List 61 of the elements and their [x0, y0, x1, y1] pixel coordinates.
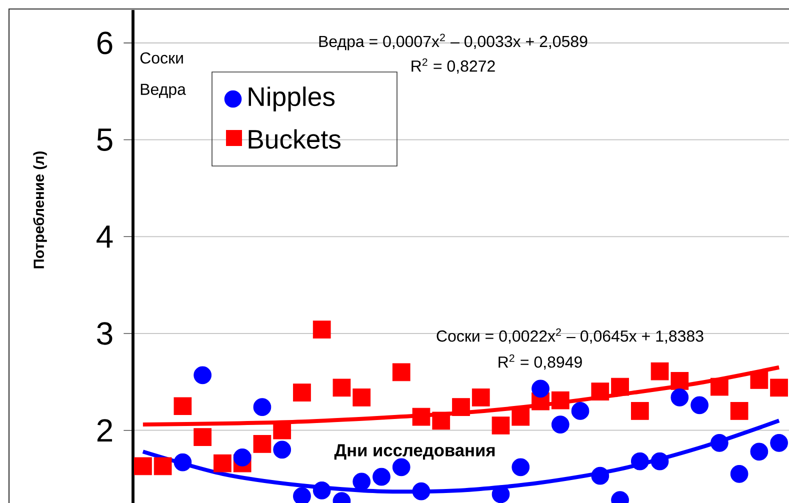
point: [630, 452, 649, 470]
point: [312, 320, 331, 339]
point: [730, 464, 748, 483]
point: [630, 402, 649, 420]
annotation: R$^{2}$ = 0,8949: [498, 354, 582, 370]
point: [512, 458, 530, 476]
point: [770, 378, 788, 397]
y-tick-label: 3: [97, 322, 112, 345]
point: [273, 440, 292, 459]
point: [571, 402, 590, 420]
point: [492, 416, 510, 434]
point: [650, 452, 669, 470]
annotation: Ведра: [140, 84, 186, 98]
x-axis-title: Дни исследования: [334, 444, 495, 460]
point: [154, 457, 172, 476]
legend-label: Buckets: [248, 129, 340, 149]
point: [332, 378, 351, 397]
point: [194, 428, 212, 446]
point: [253, 398, 272, 416]
point: [591, 466, 610, 485]
point: [670, 372, 689, 390]
point: [134, 457, 152, 476]
annotation: Ведра = 0,0007x$^{2}$ – 0,0033x + 2,0589: [319, 34, 588, 50]
point: [174, 397, 192, 416]
point: [690, 396, 708, 414]
point: [174, 453, 192, 472]
point: [551, 416, 570, 434]
y-tick-label: 2: [97, 419, 112, 442]
point: [650, 362, 669, 380]
point: [194, 366, 212, 384]
point: [591, 382, 610, 401]
point: [730, 402, 748, 420]
point: [710, 434, 728, 452]
point: [233, 448, 252, 466]
point: [432, 412, 450, 430]
point: [532, 380, 550, 398]
point: [293, 384, 311, 402]
point: [352, 472, 371, 491]
point: [551, 391, 570, 410]
point: [392, 363, 410, 382]
point: [670, 388, 689, 406]
point: [452, 398, 470, 416]
y-tick-label: 4: [96, 226, 113, 248]
point: [352, 388, 371, 406]
y-tick-label: 6: [97, 32, 112, 54]
point: [412, 408, 430, 426]
point: [512, 408, 530, 426]
point: [611, 378, 629, 396]
y-tick-label: 5: [97, 128, 112, 151]
point: [710, 378, 728, 396]
point: [253, 434, 272, 453]
point: [214, 454, 232, 472]
point: [372, 468, 390, 486]
legend-label: Nipples: [248, 86, 335, 112]
annotation: R$^{2}$ = 0,8272: [412, 58, 495, 74]
y-axis-title: Потребление (л): [33, 152, 47, 268]
point: [472, 388, 490, 406]
annotation: Соски = 0,0022x$^{2}$ – 0,0645x + 1,8383: [436, 328, 704, 344]
point: [750, 371, 768, 389]
point: [750, 442, 768, 461]
annotation: Соски: [140, 52, 183, 64]
